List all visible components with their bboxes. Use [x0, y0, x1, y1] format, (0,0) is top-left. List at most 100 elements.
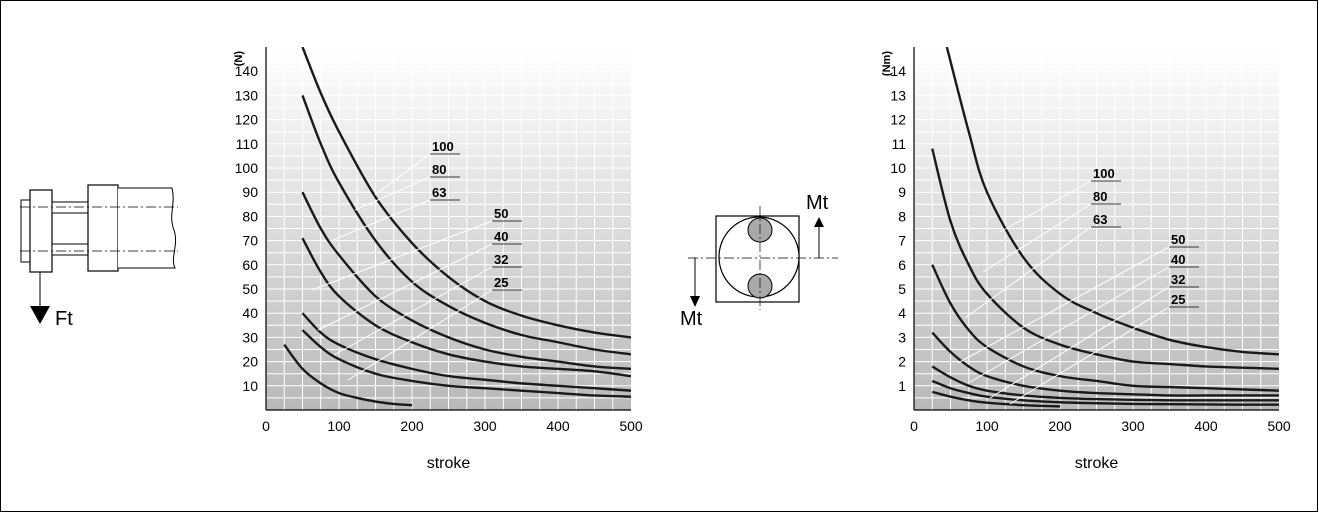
curve-label-25: 25	[1009, 292, 1199, 405]
curve-label-text: 80	[1093, 189, 1107, 204]
curve-25	[931, 390, 1061, 408]
cylinder-body	[118, 187, 177, 269]
curve-label-40: 40	[969, 252, 1199, 383]
torque-schematic: Mt Mt	[680, 192, 838, 330]
y-tick-label: 3	[898, 329, 906, 345]
curve-label-text: 80	[432, 162, 446, 177]
y-tick-label: 13	[890, 87, 906, 103]
curve-label-text: 63	[432, 185, 446, 200]
torque-bottom-label: Mt	[680, 308, 703, 330]
curve-label-text: 40	[1171, 252, 1185, 267]
x-tick-label: 500	[1267, 418, 1291, 434]
curve-label-100: 100	[374, 139, 460, 196]
leader-line	[957, 246, 1170, 364]
curve-label-text: 32	[494, 252, 508, 267]
curve-label-25: 25	[347, 275, 522, 381]
y-tick-label: 30	[242, 329, 258, 345]
load-arrow-icon	[30, 306, 50, 324]
y-tick-label: 80	[242, 208, 258, 224]
curve-label-63: 63	[964, 212, 1121, 319]
y-tick-label: 6	[898, 257, 906, 273]
piston-head	[29, 189, 53, 273]
curve-label-40: 40	[317, 229, 522, 331]
curve-100	[301, 47, 631, 339]
torque-up-arrow-icon	[814, 217, 824, 227]
y-tick-label: 12	[890, 112, 906, 128]
curves	[283, 47, 631, 407]
x-axis-label: stroke	[1075, 455, 1119, 472]
curve-label-text: 100	[1093, 166, 1115, 181]
leader-line	[1009, 306, 1170, 405]
y-tick-label: 100	[235, 160, 259, 176]
curve-label-text: 25	[1171, 292, 1185, 307]
curve-63	[301, 191, 631, 371]
curve-32	[931, 379, 1279, 406]
x-tick-label: 300	[1121, 418, 1145, 434]
y-tick-label: 9	[898, 184, 906, 200]
x-tick-label: 100	[975, 418, 999, 434]
y-tick-label: 50	[242, 281, 258, 297]
y-tick-label: 7	[898, 233, 906, 249]
x-tick-label: 200	[1048, 418, 1072, 434]
y-tick-label: 140	[235, 63, 259, 79]
curve-label-80: 80	[354, 162, 460, 211]
curve-40	[931, 365, 1279, 402]
y-axis-unit-label: (N)	[233, 51, 245, 67]
curve-label-50: 50	[957, 232, 1199, 364]
y-tick-label: 1	[898, 378, 906, 394]
leader-line	[982, 203, 1092, 273]
curve-80	[931, 148, 1279, 371]
force-load-schematic: Ft	[20, 184, 178, 330]
force-chart: 0 100 200 300 400 500 10 20 30 40 50 60 70 80 90 100 110…	[233, 47, 643, 472]
y-tick-label: 11	[891, 136, 906, 152]
y-tick-label: 110	[236, 136, 259, 152]
curve-label-32: 32	[333, 252, 522, 356]
leader-line	[989, 286, 1170, 399]
y-axis-unit-label: (Nm)	[881, 51, 893, 76]
curve-100	[945, 47, 1279, 356]
x-tick-label: 400	[1194, 418, 1218, 434]
curve-80	[301, 94, 631, 356]
y-tick-label: 8	[898, 208, 906, 224]
y-tick-label: 70	[242, 233, 258, 249]
curve-50	[301, 237, 631, 378]
curve-label-32: 32	[989, 272, 1199, 399]
grid	[914, 47, 1279, 410]
leader-line	[347, 289, 493, 381]
cylinder-flange	[87, 184, 119, 272]
leader-line	[333, 266, 493, 356]
curve-label-text: 40	[494, 229, 508, 244]
leader-line	[317, 243, 493, 331]
x-tick-label: 300	[473, 418, 497, 434]
x-tick-label: 200	[400, 418, 424, 434]
x-tick-label: 100	[327, 418, 351, 434]
y-tick-label: 5	[898, 281, 906, 297]
x-tick-label: 0	[910, 418, 918, 434]
curve-label-50: 50	[311, 206, 522, 291]
curve-label-text: 32	[1171, 272, 1185, 287]
curve-label-100: 100	[999, 166, 1121, 233]
rod-lower	[51, 243, 89, 256]
x-tick-label: 0	[262, 418, 270, 434]
leader-line	[999, 180, 1092, 233]
y-tick-label: 10	[242, 378, 258, 394]
y-tick-label: 60	[242, 257, 258, 273]
y-tick-label: 40	[242, 305, 258, 321]
x-axis-label: stroke	[427, 455, 471, 472]
y-tick-label: 14	[890, 63, 906, 79]
curve-25	[283, 343, 413, 407]
leader-line	[969, 266, 1170, 383]
leader-line	[311, 220, 493, 291]
leader-line	[354, 176, 431, 211]
leader-line	[332, 199, 431, 241]
curve-32	[301, 329, 631, 398]
y-tick-label: 10	[890, 160, 906, 176]
curve-63	[931, 264, 1279, 392]
curve-label-text: 50	[494, 206, 508, 221]
curve-50	[931, 331, 1279, 397]
cylinder-end-plate	[20, 199, 31, 263]
rod-upper	[51, 201, 89, 214]
curves	[931, 47, 1279, 408]
